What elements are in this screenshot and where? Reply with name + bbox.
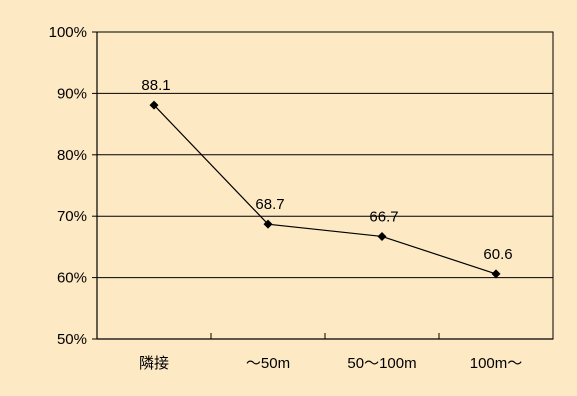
series-line <box>153 104 497 275</box>
data-point-diamond <box>491 269 501 279</box>
data-label: 66.7 <box>369 208 398 225</box>
gridlines <box>96 31 554 340</box>
y-tick-label: 90% <box>57 85 87 102</box>
data-label: 88.1 <box>141 77 170 94</box>
y-tick-label: 80% <box>57 147 87 164</box>
data-label: 68.7 <box>255 196 284 213</box>
plot-area <box>96 31 554 340</box>
x-tick-label: 隣接 <box>139 355 169 372</box>
y-tick-label: 100% <box>49 24 87 41</box>
data-points <box>149 100 501 279</box>
data-labels: 88.1 68.7 66.7 60.6 <box>141 77 512 263</box>
series-line-path <box>153 104 497 275</box>
x-tick-label: 100m～ <box>470 355 523 372</box>
y-tick-label: 60% <box>57 270 87 287</box>
y-axis-tick-labels: 50% 60% 70% 80% 90% 100% <box>49 24 87 348</box>
y-tick-label: 70% <box>57 208 87 225</box>
data-point-diamond <box>263 219 273 229</box>
x-axis-tick-labels: 隣接 ～50m 50～100m 100m～ <box>139 355 522 372</box>
x-tick-label: 50～100m <box>347 355 416 372</box>
data-point-diamond <box>149 100 159 110</box>
axes <box>92 31 554 340</box>
x-tick-label: ～50m <box>246 355 290 372</box>
y-tick-label: 50% <box>57 331 87 348</box>
data-label: 60.6 <box>483 246 512 263</box>
data-point-diamond <box>377 231 387 241</box>
